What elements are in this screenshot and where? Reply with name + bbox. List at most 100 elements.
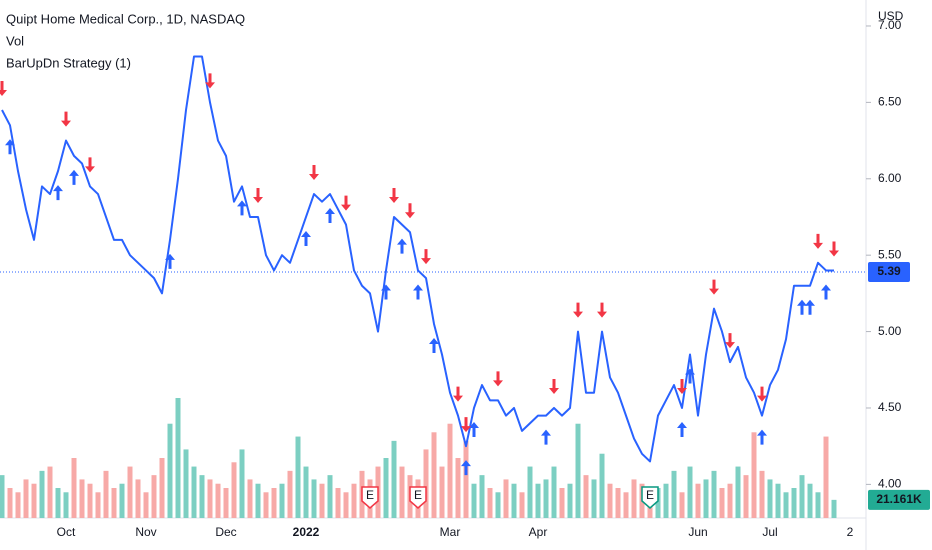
buy-arrow <box>301 230 311 246</box>
volume-bar <box>495 492 501 518</box>
volume-bar <box>311 479 317 518</box>
buy-signal <box>541 429 551 445</box>
buy-arrow <box>469 421 479 437</box>
sell-arrow <box>205 73 215 89</box>
sell-arrow <box>405 203 415 219</box>
volume-bar <box>0 475 5 518</box>
sell-arrow <box>829 241 839 257</box>
volume-bar <box>607 483 613 518</box>
volume-bar <box>679 492 685 518</box>
sell-signal <box>461 417 471 433</box>
volume-bar <box>519 492 525 518</box>
sell-signal <box>405 203 415 219</box>
sell-arrow <box>85 157 95 173</box>
volume-bar <box>271 488 277 518</box>
volume-bar <box>439 466 445 518</box>
volume-bar <box>487 488 493 518</box>
volume-bar <box>575 423 581 518</box>
buy-signal <box>397 238 407 254</box>
volume-bar <box>623 492 629 518</box>
last-volume-label: 21.161K <box>876 492 922 506</box>
volume-bar <box>135 479 141 518</box>
volume-bar <box>119 483 125 518</box>
sell-arrow <box>549 378 559 394</box>
volume-bar <box>159 458 165 518</box>
volume-bar <box>63 492 69 518</box>
volume-bar <box>143 492 149 518</box>
volume-bar <box>215 483 221 518</box>
buy-arrow <box>381 284 391 300</box>
volume-bar <box>687 466 693 518</box>
sell-signal <box>0 81 7 97</box>
sell-signal <box>757 386 767 402</box>
volume-bar <box>479 475 485 518</box>
sell-arrow <box>677 378 687 394</box>
indicator-label: BarUpDn Strategy (1) <box>6 55 131 70</box>
buy-arrow <box>397 238 407 254</box>
volume-bar <box>559 488 565 518</box>
sell-arrow <box>461 417 471 433</box>
volume-bar <box>423 449 429 518</box>
volume-bar <box>711 470 717 518</box>
x-tick-label: Dec <box>215 525 236 539</box>
sell-arrow <box>389 187 399 203</box>
volume-bar <box>599 453 605 518</box>
volume-bar <box>351 483 357 518</box>
volume-bar <box>551 466 557 518</box>
y-tick-label: 5.00 <box>878 324 902 338</box>
volume-bar <box>95 492 101 518</box>
volume-bar <box>791 488 797 518</box>
volume-bar <box>463 440 469 518</box>
volume-bar <box>751 432 757 518</box>
buy-signal <box>325 208 335 224</box>
volume-bar <box>447 423 453 518</box>
volume-bar <box>703 479 709 518</box>
sell-signal <box>253 187 263 203</box>
volume-bar <box>127 466 133 518</box>
earnings-label: E <box>366 488 374 502</box>
earnings-label: E <box>414 488 422 502</box>
buy-signal <box>677 421 687 437</box>
sell-arrow <box>725 333 735 349</box>
volume-bar <box>823 436 829 518</box>
volume-bar <box>87 483 93 518</box>
buy-signal <box>53 185 63 201</box>
buy-signal <box>237 200 247 216</box>
buy-arrow <box>805 299 815 315</box>
volume-bar <box>207 479 213 518</box>
sell-arrow <box>421 249 431 265</box>
sell-signal <box>341 195 351 211</box>
volume-bar <box>263 492 269 518</box>
buy-signal <box>461 460 471 476</box>
volume-bar <box>71 458 77 518</box>
volume-bar <box>111 488 117 518</box>
buy-signal <box>381 284 391 300</box>
legend: Quipt Home Medical Corp., 1D, NASDAQ Vol… <box>6 11 245 70</box>
sell-arrow <box>813 233 823 249</box>
buy-arrow <box>541 429 551 445</box>
y-tick-label: 5.50 <box>878 247 902 261</box>
sell-signal <box>573 302 583 318</box>
volume-bar <box>783 492 789 518</box>
buy-signal <box>413 284 423 300</box>
x-tick-label: 2 <box>847 525 854 539</box>
buy-arrow <box>165 253 175 269</box>
volume-bar <box>615 488 621 518</box>
volume-bar <box>527 466 533 518</box>
volume-bar <box>735 466 741 518</box>
currency: USD <box>878 9 904 23</box>
volume-bar <box>199 475 205 518</box>
volume-bar <box>511 483 517 518</box>
sell-arrow <box>309 165 319 181</box>
sell-signal <box>421 249 431 265</box>
volume-bar <box>583 475 589 518</box>
volume-bar <box>767 479 773 518</box>
chart-title: Quipt Home Medical Corp., 1D, NASDAQ <box>6 11 245 26</box>
buy-arrow <box>53 185 63 201</box>
volume-bar <box>391 440 397 518</box>
volume-bar <box>815 492 821 518</box>
volume-bar <box>79 479 85 518</box>
buy-arrow <box>797 299 807 315</box>
buy-signal <box>69 169 79 185</box>
x-tick-label: Jul <box>762 525 777 539</box>
